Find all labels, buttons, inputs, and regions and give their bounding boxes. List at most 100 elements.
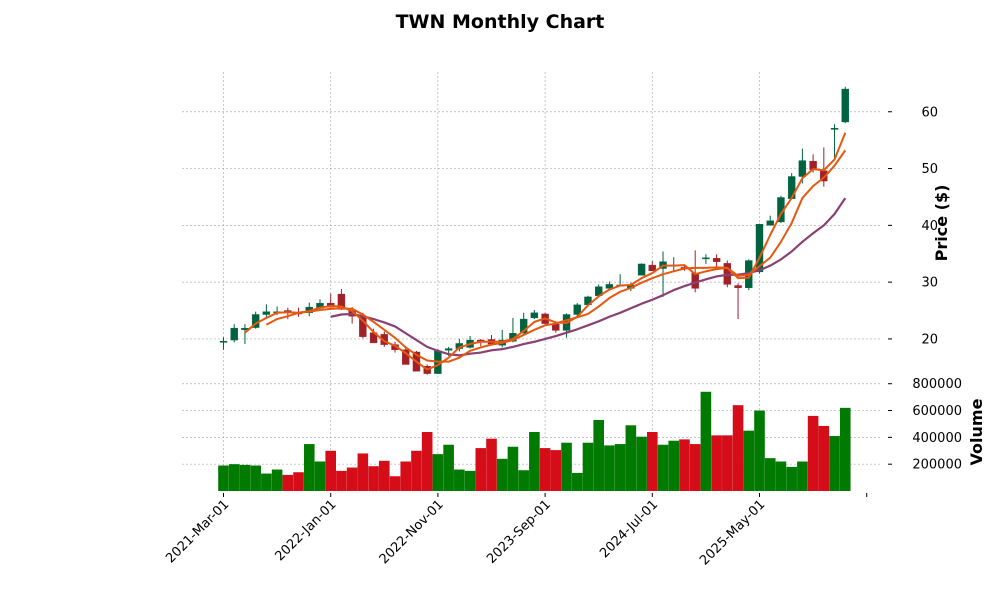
- volume-bar: [839, 407, 851, 491]
- volume-bar: [261, 473, 272, 491]
- volume-bar: [775, 461, 787, 491]
- volume-bar: [518, 470, 529, 491]
- volume-bar: [797, 461, 808, 491]
- volume-bar: [325, 450, 336, 491]
- x-tick-label: 2021-Mar-01: [163, 497, 232, 566]
- price-axis-label: Price ($): [932, 185, 951, 262]
- candle-body: [702, 257, 710, 260]
- candle-body: [712, 258, 721, 262]
- volume-axis-label: Volume: [967, 398, 986, 465]
- candle-body: [337, 293, 346, 310]
- candle-body: [552, 323, 560, 331]
- ma-long-line: [330, 197, 847, 357]
- volume-bar: [818, 425, 830, 491]
- volume-tick-label: 400000: [912, 431, 962, 446]
- volume-bar: [368, 466, 379, 491]
- volume-tick-label: 600000: [912, 404, 962, 419]
- volume-bar: [250, 465, 261, 491]
- candle-body: [648, 264, 656, 271]
- price-grid: [182, 111, 880, 340]
- x-grid: [223, 72, 760, 491]
- volume-bar: [432, 454, 444, 491]
- volume-bar: [282, 474, 294, 491]
- x-tick-label: 2025-May-01: [697, 497, 768, 568]
- candle-body: [691, 272, 699, 289]
- volume-bar: [454, 469, 465, 491]
- volume-bar: [732, 405, 744, 491]
- candle-body: [798, 160, 807, 177]
- candle-body: [830, 128, 839, 130]
- volume-bar: [636, 436, 647, 491]
- volume-bar: [807, 415, 819, 491]
- volume-bar: [754, 410, 765, 491]
- volume-bar: [679, 439, 690, 491]
- volume-bar: [647, 432, 658, 491]
- x-tick-label: 2022-Jan-01: [273, 497, 340, 564]
- candle-body: [573, 304, 581, 315]
- volume-bar: [668, 440, 680, 491]
- volume-bar: [625, 425, 637, 491]
- volume-bar: [496, 458, 508, 491]
- volume-bar: [475, 448, 487, 491]
- volume-bar: [764, 458, 776, 491]
- volume-bar: [539, 448, 551, 491]
- volume-bar: [529, 432, 540, 491]
- volume-bar: [293, 472, 304, 491]
- volume-bar: [711, 435, 722, 491]
- volume-bar: [336, 470, 347, 491]
- volume-bar: [604, 445, 615, 491]
- volume-bars: [218, 391, 851, 491]
- volume-bar: [218, 465, 229, 491]
- volume-bar: [722, 435, 733, 491]
- price-tick-label: 50: [921, 162, 938, 177]
- volume-bar: [700, 391, 712, 491]
- volume-bar: [743, 430, 755, 491]
- volume-bar: [464, 470, 476, 491]
- volume-bar: [561, 442, 572, 491]
- ma-short-line: [244, 132, 847, 371]
- candle-body: [734, 285, 742, 289]
- volume-tick-label: 800000: [912, 377, 962, 392]
- volume-bar: [346, 467, 358, 491]
- volume-bar: [421, 432, 433, 491]
- chart-title: TWN Monthly Chart: [396, 11, 605, 33]
- volume-bar: [829, 436, 840, 491]
- price-tick-label: 20: [921, 332, 938, 347]
- volume-bar: [228, 464, 240, 491]
- volume-tick-label: 200000: [912, 458, 962, 473]
- candle-body: [605, 284, 614, 289]
- candle-body: [519, 318, 528, 334]
- volume-bar: [571, 472, 583, 491]
- volume-bar: [314, 461, 326, 491]
- volume-bar: [303, 444, 315, 491]
- ma-mid-line: [265, 149, 847, 363]
- candle-body: [219, 340, 228, 343]
- volume-bar: [389, 476, 401, 491]
- candle-body: [766, 220, 774, 226]
- volume-bar: [507, 446, 519, 491]
- volume-bar: [486, 438, 497, 491]
- candle-body: [230, 327, 238, 341]
- x-tick-label: 2023-Sep-01: [484, 497, 554, 567]
- volume-bar: [786, 466, 797, 491]
- candle-body: [841, 88, 849, 123]
- price-candles: [219, 86, 849, 375]
- volume-bar: [582, 442, 594, 491]
- x-tick-label: 2024-Jul-01: [597, 497, 661, 561]
- candle-body: [637, 263, 646, 276]
- price-tick-label: 30: [921, 276, 938, 291]
- x-tick-label: 2022-Nov-01: [377, 497, 447, 567]
- x-axis-ticks: 2021-Mar-01 2022-Jan-01 2022-Nov-01 2023-Se…: [163, 493, 868, 568]
- volume-bar: [357, 453, 369, 491]
- candle-body: [262, 311, 271, 315]
- volume-bar: [657, 444, 669, 491]
- price-tick-label: 40: [921, 219, 938, 234]
- volume-bar: [443, 444, 454, 491]
- moving-average-lines: [244, 132, 847, 371]
- candle-body: [530, 312, 539, 319]
- volume-bar: [614, 444, 626, 491]
- volume-bar: [593, 419, 604, 491]
- volume-axis-ticks: 200000 400000 600000 800000: [888, 377, 962, 473]
- price-tick-label: 60: [921, 105, 938, 120]
